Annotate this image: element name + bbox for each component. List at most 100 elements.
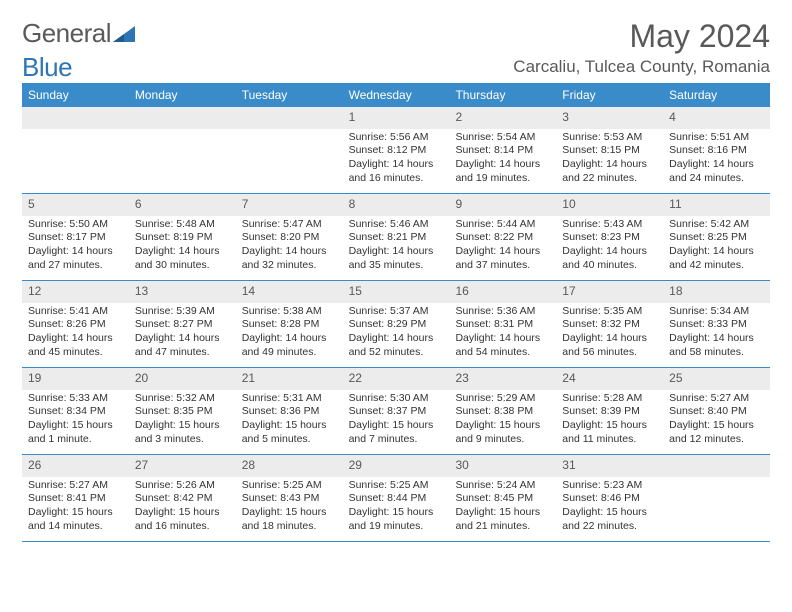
day-number: 22 (343, 368, 450, 390)
day-content: Sunrise: 5:53 AMSunset: 8:15 PMDaylight:… (556, 129, 663, 190)
day-content: Sunrise: 5:24 AMSunset: 8:45 PMDaylight:… (449, 477, 556, 538)
day-cell: 11Sunrise: 5:42 AMSunset: 8:25 PMDayligh… (663, 194, 770, 280)
day-line: Sunset: 8:40 PM (669, 405, 764, 419)
day-line: and 58 minutes. (669, 346, 764, 360)
day-line: Daylight: 15 hours (562, 506, 657, 520)
day-content: Sunrise: 5:43 AMSunset: 8:23 PMDaylight:… (556, 216, 663, 277)
day-line: Daylight: 14 hours (562, 158, 657, 172)
day-line: Daylight: 14 hours (242, 332, 337, 346)
day-line: Sunrise: 5:39 AM (135, 305, 230, 319)
day-line: Sunset: 8:38 PM (455, 405, 550, 419)
day-line: and 16 minutes. (349, 172, 444, 186)
day-number: 30 (449, 455, 556, 477)
logo-text-2: Blue (22, 52, 72, 83)
day-line: Sunset: 8:44 PM (349, 492, 444, 506)
day-header: Monday (129, 83, 236, 107)
day-line: and 52 minutes. (349, 346, 444, 360)
day-cell: 3Sunrise: 5:53 AMSunset: 8:15 PMDaylight… (556, 107, 663, 193)
week-row: 19Sunrise: 5:33 AMSunset: 8:34 PMDayligh… (22, 368, 770, 455)
day-line: Daylight: 14 hours (455, 332, 550, 346)
day-content: Sunrise: 5:50 AMSunset: 8:17 PMDaylight:… (22, 216, 129, 277)
day-number: 8 (343, 194, 450, 216)
day-line: Sunset: 8:17 PM (28, 231, 123, 245)
day-line: Sunrise: 5:54 AM (455, 131, 550, 145)
day-number: 13 (129, 281, 236, 303)
day-number: 10 (556, 194, 663, 216)
day-number: 29 (343, 455, 450, 477)
day-content: Sunrise: 5:23 AMSunset: 8:46 PMDaylight:… (556, 477, 663, 538)
day-line: Daylight: 15 hours (135, 506, 230, 520)
day-line: and 5 minutes. (242, 433, 337, 447)
day-content: Sunrise: 5:31 AMSunset: 8:36 PMDaylight:… (236, 390, 343, 451)
day-line: Daylight: 15 hours (242, 419, 337, 433)
week-row: 5Sunrise: 5:50 AMSunset: 8:17 PMDaylight… (22, 194, 770, 281)
day-line: Daylight: 15 hours (455, 506, 550, 520)
day-line: Daylight: 14 hours (135, 332, 230, 346)
day-line: Daylight: 14 hours (455, 158, 550, 172)
day-line: Daylight: 14 hours (669, 158, 764, 172)
day-cell: 2Sunrise: 5:54 AMSunset: 8:14 PMDaylight… (449, 107, 556, 193)
day-line: Daylight: 15 hours (349, 506, 444, 520)
day-line: and 18 minutes. (242, 520, 337, 534)
day-header: Wednesday (343, 83, 450, 107)
day-content: Sunrise: 5:25 AMSunset: 8:44 PMDaylight:… (343, 477, 450, 538)
day-cell: 4Sunrise: 5:51 AMSunset: 8:16 PMDaylight… (663, 107, 770, 193)
day-content: Sunrise: 5:29 AMSunset: 8:38 PMDaylight:… (449, 390, 556, 451)
day-line: Sunset: 8:19 PM (135, 231, 230, 245)
day-line: Sunrise: 5:53 AM (562, 131, 657, 145)
day-line: Sunrise: 5:44 AM (455, 218, 550, 232)
day-line: Sunrise: 5:38 AM (242, 305, 337, 319)
day-line: Daylight: 14 hours (669, 245, 764, 259)
location-text: Carcaliu, Tulcea County, Romania (513, 57, 770, 77)
day-content: Sunrise: 5:37 AMSunset: 8:29 PMDaylight:… (343, 303, 450, 364)
day-line: Sunrise: 5:30 AM (349, 392, 444, 406)
day-line: and 1 minute. (28, 433, 123, 447)
day-number: 25 (663, 368, 770, 390)
day-line: Sunrise: 5:23 AM (562, 479, 657, 493)
day-number: 20 (129, 368, 236, 390)
day-line: and 35 minutes. (349, 259, 444, 273)
day-cell: 28Sunrise: 5:25 AMSunset: 8:43 PMDayligh… (236, 455, 343, 541)
day-line: Sunrise: 5:28 AM (562, 392, 657, 406)
day-line: and 16 minutes. (135, 520, 230, 534)
day-line: and 24 minutes. (669, 172, 764, 186)
header: General May 2024 (22, 18, 770, 55)
day-number: 7 (236, 194, 343, 216)
day-line: Sunset: 8:37 PM (349, 405, 444, 419)
day-cell (663, 455, 770, 541)
day-line: and 56 minutes. (562, 346, 657, 360)
day-line: Sunset: 8:43 PM (242, 492, 337, 506)
day-line: and 27 minutes. (28, 259, 123, 273)
day-line: Sunrise: 5:25 AM (242, 479, 337, 493)
day-line: Daylight: 14 hours (28, 245, 123, 259)
day-number: 17 (556, 281, 663, 303)
calendar-grid: SundayMondayTuesdayWednesdayThursdayFrid… (22, 83, 770, 542)
day-header: Tuesday (236, 83, 343, 107)
day-line: Sunset: 8:33 PM (669, 318, 764, 332)
day-number: 31 (556, 455, 663, 477)
day-line: and 12 minutes. (669, 433, 764, 447)
day-content: Sunrise: 5:36 AMSunset: 8:31 PMDaylight:… (449, 303, 556, 364)
day-line: and 30 minutes. (135, 259, 230, 273)
day-number: 5 (22, 194, 129, 216)
day-line: and 47 minutes. (135, 346, 230, 360)
day-number: 11 (663, 194, 770, 216)
day-line: Sunrise: 5:48 AM (135, 218, 230, 232)
week-row: 26Sunrise: 5:27 AMSunset: 8:41 PMDayligh… (22, 455, 770, 542)
day-line: Sunset: 8:23 PM (562, 231, 657, 245)
day-line: Sunrise: 5:56 AM (349, 131, 444, 145)
day-line: and 19 minutes. (349, 520, 444, 534)
day-header: Thursday (449, 83, 556, 107)
day-content: Sunrise: 5:44 AMSunset: 8:22 PMDaylight:… (449, 216, 556, 277)
day-number: 21 (236, 368, 343, 390)
day-content: Sunrise: 5:47 AMSunset: 8:20 PMDaylight:… (236, 216, 343, 277)
day-line: and 42 minutes. (669, 259, 764, 273)
day-content: Sunrise: 5:38 AMSunset: 8:28 PMDaylight:… (236, 303, 343, 364)
logo-triangle-icon (113, 24, 137, 44)
day-line: and 14 minutes. (28, 520, 123, 534)
day-line: and 40 minutes. (562, 259, 657, 273)
day-number (663, 455, 770, 477)
day-line: and 11 minutes. (562, 433, 657, 447)
day-cell: 16Sunrise: 5:36 AMSunset: 8:31 PMDayligh… (449, 281, 556, 367)
day-cell: 22Sunrise: 5:30 AMSunset: 8:37 PMDayligh… (343, 368, 450, 454)
